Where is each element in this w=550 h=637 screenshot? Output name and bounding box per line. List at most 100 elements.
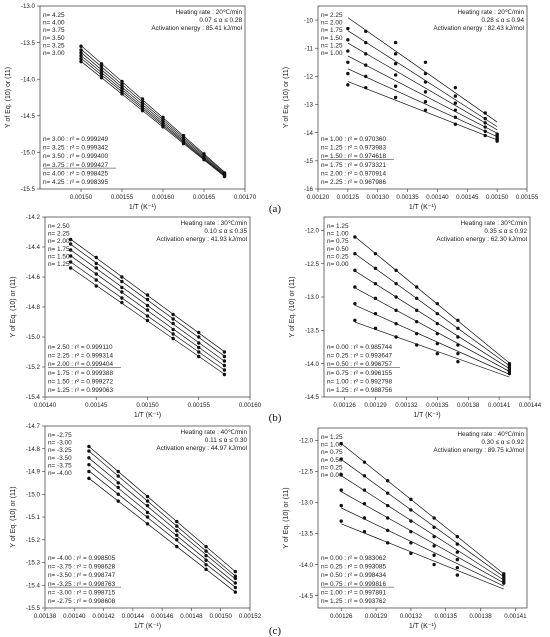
series-n-label: n= 0.25 xyxy=(321,464,343,471)
data-point xyxy=(455,542,460,546)
x-tick-label: 0.00150 xyxy=(486,194,509,201)
data-point xyxy=(204,544,208,549)
data-point xyxy=(483,129,487,133)
data-point xyxy=(423,90,428,94)
y-axis-label: Y of Eq. (10) or (11) xyxy=(10,276,17,337)
x-tick-label: 0.00125 xyxy=(337,194,360,201)
series-n-label: n= 1.00 xyxy=(321,442,343,449)
data-point xyxy=(204,553,208,558)
r-squared-label: n= 0.50 : r² = 0.996757 xyxy=(327,361,392,368)
r-squared-label: n= 3.25 : r² = 0.999342 xyxy=(43,145,108,152)
series-n-label: n= 0.75 xyxy=(321,449,343,456)
data-point xyxy=(362,502,367,506)
x-tick-label: 0.00141 xyxy=(504,613,527,620)
data-point xyxy=(171,327,175,332)
series-n-label: n= -3.25 xyxy=(48,447,72,454)
x-tick-label: 0.00138 xyxy=(34,613,57,620)
data-point xyxy=(68,248,73,252)
data-point xyxy=(483,111,487,115)
data-point xyxy=(453,115,458,119)
data-point xyxy=(145,314,150,318)
series-n-label: n= 0.75 xyxy=(327,238,349,245)
data-point xyxy=(415,308,419,313)
data-point xyxy=(353,318,357,323)
data-point xyxy=(116,485,120,490)
data-point xyxy=(364,74,368,79)
annotation-line: Heating rate : 20℃/min xyxy=(176,9,243,16)
data-point xyxy=(94,255,98,260)
fit-line xyxy=(341,491,504,584)
data-point xyxy=(385,503,390,508)
x-tick-label: 0.00132 xyxy=(395,402,418,409)
data-point xyxy=(385,528,390,533)
data-point xyxy=(116,469,120,474)
data-point xyxy=(116,474,120,478)
y-tick-label: -14.0 xyxy=(299,562,314,569)
fit-line xyxy=(88,478,236,593)
y-axis-label: Y of Eq. (10) or (11) xyxy=(283,67,290,128)
annotation-line: Heating rate : 30℃/min xyxy=(181,220,248,227)
x-tick-label: 0.00145 xyxy=(456,194,479,201)
data-point xyxy=(393,84,398,88)
plot-frame xyxy=(39,5,246,190)
series-n-label: n= 3.00 xyxy=(43,50,65,57)
data-point xyxy=(99,73,104,77)
r-squared-label: n= 1.00 : r² = 0.992798 xyxy=(327,378,392,385)
r-squared-label: n= 2.50 : r² = 0.999110 xyxy=(48,344,113,351)
data-point xyxy=(116,492,120,496)
r-squared-label: n= 3.75 : r² = 0.999427 xyxy=(43,162,108,169)
annotation-line: 0.10 ≤ α ≤ 0.35 xyxy=(204,228,247,235)
data-point xyxy=(197,330,201,335)
x-tick-label: 0.00155 xyxy=(516,194,539,201)
data-point xyxy=(385,479,390,483)
r-squared-label: n= 2.00 : r² = 0.999404 xyxy=(48,361,113,368)
data-point xyxy=(94,266,98,270)
series-n-label: n= 1.50 xyxy=(321,35,343,42)
data-point xyxy=(87,444,91,449)
data-point xyxy=(233,590,238,594)
annotation-line: Heating rate : 40℃/min xyxy=(458,431,525,438)
data-point xyxy=(456,351,460,356)
data-point xyxy=(435,331,439,336)
data-point xyxy=(432,516,436,520)
chart-3: 0.00140 0.00145 0.00150 0.00155 0.00160 -14.2… xyxy=(10,214,262,419)
data-point xyxy=(339,472,343,477)
data-point xyxy=(204,549,208,553)
data-point xyxy=(364,29,368,34)
data-point xyxy=(339,519,343,523)
plot-frame xyxy=(317,5,528,190)
data-point xyxy=(362,516,367,520)
data-point xyxy=(79,59,83,64)
data-point xyxy=(99,65,104,69)
x-tick-label: 0.00170 xyxy=(234,194,257,201)
data-point xyxy=(409,519,413,523)
r-squared-label: n= 1.75 : r² = 0.999388 xyxy=(48,370,113,377)
r-squared-label: n= 2.00 : r² = 0.970914 xyxy=(321,170,386,177)
annotation-line: Heating rate : 20℃/min xyxy=(458,9,525,16)
annotation-line: Activation energy : 85.41 kJ/mol xyxy=(151,25,242,32)
fit-line xyxy=(354,236,510,364)
series-n-label: n= 1.00 xyxy=(321,50,343,57)
data-point xyxy=(362,529,367,534)
data-point xyxy=(456,326,460,331)
y-tick-label: -14.0 xyxy=(21,76,36,83)
y-tick-label: -16 xyxy=(304,186,314,193)
series-n-label: n= 3.75 xyxy=(43,27,65,34)
data-point xyxy=(116,499,120,503)
data-point xyxy=(339,441,343,446)
data-point xyxy=(204,558,208,562)
chart-5: 0.00138 0.00140 0.00142 0.00144 0.00146 0.001… xyxy=(10,423,262,630)
series-n-label: n= 2.00 xyxy=(321,20,343,27)
data-point xyxy=(393,40,398,45)
data-point xyxy=(373,266,378,271)
r-squared-label: n= -3.50 : r² = 0.998747 xyxy=(48,572,116,579)
plot-frame xyxy=(317,427,528,609)
y-tick-label: -14.7 xyxy=(26,423,41,430)
data-point xyxy=(364,52,368,56)
data-point xyxy=(362,474,367,478)
data-point xyxy=(364,85,368,90)
y-tick-label: -15.0 xyxy=(21,150,36,157)
data-point xyxy=(423,100,428,104)
fit-line xyxy=(347,42,498,131)
